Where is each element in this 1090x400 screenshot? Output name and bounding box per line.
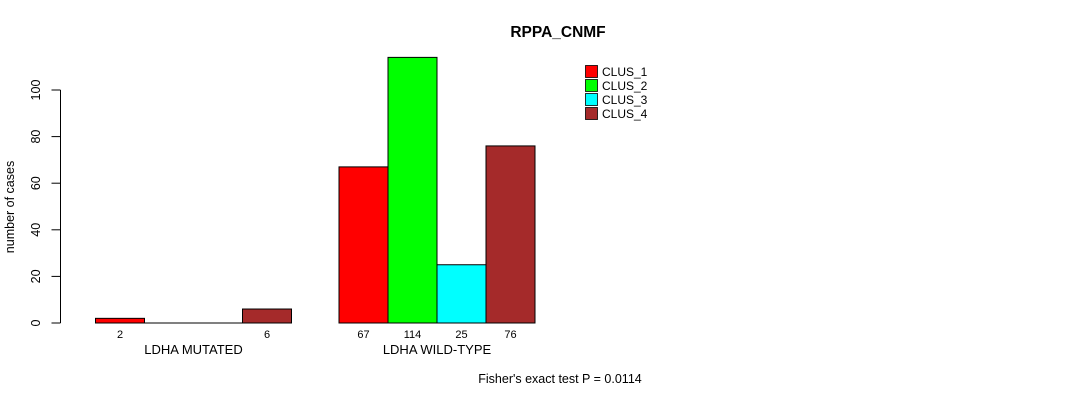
chart-title: RPPA_CNMF (510, 24, 605, 41)
y-axis-title: number of cases (3, 161, 17, 253)
bars (95, 56, 536, 324)
bar (387, 56, 438, 324)
bar-value-label: 114 (404, 329, 422, 341)
bar-value-label: 67 (357, 329, 369, 341)
y-axis-tick-label: 20 (29, 269, 43, 283)
y-axis-tick-label: 40 (29, 223, 43, 237)
y-axis-tick-label: 60 (29, 176, 43, 190)
bar (338, 166, 389, 324)
bar-value-label: 25 (455, 329, 467, 341)
legend-label: CLUS_4 (602, 107, 648, 121)
bar-value-label: 6 (264, 329, 270, 341)
bar-value-label: 2 (117, 329, 123, 341)
legend-swatch (585, 107, 598, 120)
legend-label: CLUS_2 (602, 79, 648, 93)
bar (436, 264, 487, 324)
y-axis: 0 20 40 60 80 100 (29, 80, 61, 326)
y-axis-tick-label: 100 (29, 80, 43, 101)
footer-pvalue: Fisher's exact test P = 0.0114 (478, 372, 642, 386)
legend-swatch (585, 79, 598, 92)
legend-swatch (585, 93, 598, 106)
bar-and-group-labels: 2 6 LDHA MUTATED 67 114 25 76 LDHA WILD-TYPE (117, 329, 517, 357)
legend-label: CLUS_1 (602, 65, 648, 79)
bar-value-label: 76 (504, 329, 516, 341)
group-label: LDHA WILD-TYPE (383, 342, 492, 357)
bar (485, 145, 536, 324)
bar (242, 308, 292, 324)
legend-label: CLUS_3 (602, 93, 648, 107)
y-axis-tick-label: 80 (29, 130, 43, 144)
legend-swatch (585, 65, 598, 78)
bar (95, 317, 145, 324)
y-axis-tick-label: 0 (29, 319, 43, 326)
group-label: LDHA MUTATED (144, 342, 242, 357)
